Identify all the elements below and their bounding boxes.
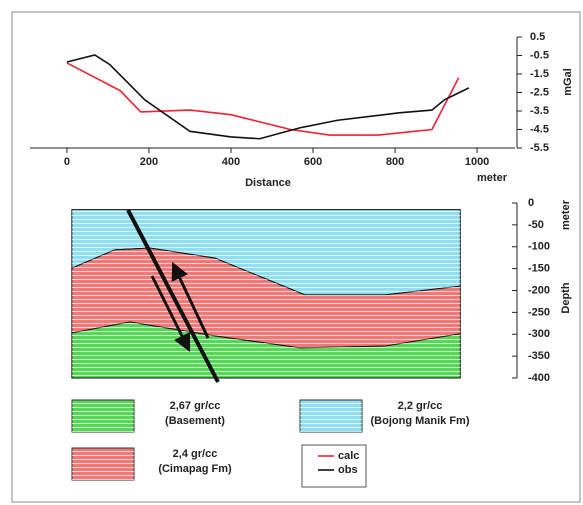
- legend-label: 2,67 gr/cc: [170, 400, 221, 412]
- fault-line: [126, 209, 220, 383]
- x-unit: meter: [477, 172, 508, 184]
- data-line: [66, 54, 470, 140]
- x-tick-label: 200: [140, 156, 158, 168]
- legend-box: [301, 444, 367, 488]
- y-tick-label: 0: [528, 197, 534, 209]
- section-chart: 0 -50 -100 -150 -200 -250 -300 -350 -400 meter Dep…: [71, 197, 572, 384]
- frame: [11, 11, 581, 503]
- legend-swatch-stripes: [300, 400, 362, 432]
- arrow: [150, 275, 191, 353]
- y-tick-label: -150: [528, 263, 550, 275]
- fault: [126, 209, 220, 383]
- layer-stripes: [71, 248, 461, 348]
- x-tick-label: 800: [386, 156, 404, 168]
- legend-label: calc: [338, 450, 359, 462]
- y-tick-label: -4.5: [530, 123, 549, 135]
- legend: 2,2 gr/cc (Bojong Manik Fm) 2,4 gr/cc (Cima…: [71, 399, 470, 488]
- legend-sublabel: (Cimapag Fm): [158, 463, 232, 475]
- legend-swatch-stripes: [72, 400, 134, 432]
- y-tick-label: -100: [528, 241, 550, 253]
- legend-sublabel: (Basement): [165, 415, 225, 427]
- y-tick-label: -2.5: [530, 86, 549, 98]
- y-axis-label: mGal: [562, 68, 574, 96]
- legend-sublabel: (Bojong Manik Fm): [371, 415, 470, 427]
- y-tick-label: -1.5: [530, 68, 549, 80]
- x-tick-label: 600: [304, 156, 322, 168]
- layer-stripes: [71, 322, 461, 378]
- x-axis-label: Distance: [245, 177, 291, 189]
- legend-label: 2,2 gr/cc: [398, 400, 443, 412]
- y-tick-label: -200: [528, 284, 550, 296]
- y-tick-label: -3.5: [530, 105, 549, 117]
- legend-swatch-stripes: [72, 448, 134, 480]
- y-tick-label: -400: [528, 372, 550, 384]
- y-tick-label: -0.5: [530, 49, 549, 61]
- y-tick-label: -50: [528, 219, 544, 231]
- x-tick-label: 1000: [465, 156, 489, 168]
- y-tick-label: -5.5: [530, 142, 549, 154]
- layer-stripes: [71, 209, 461, 295]
- gravity-chart: 0 200 400 600 800 1000 0.5 -0.5 -1.5 -2.5 -3.5 -4.5…: [30, 31, 574, 189]
- x-tick-label: 0: [64, 156, 70, 168]
- y-tick-label: -300: [528, 328, 550, 340]
- y-tick-label: -350: [528, 350, 550, 362]
- x-tick-label: 400: [222, 156, 240, 168]
- legend-label: 2,4 gr/cc: [173, 448, 218, 460]
- legend-label: obs: [338, 464, 358, 476]
- arrow: [171, 261, 210, 339]
- y-tick-label: -250: [528, 306, 550, 318]
- y-tick-label: 0.5: [530, 31, 545, 43]
- data-line: [66, 62, 460, 136]
- y-unit: meter: [560, 199, 572, 230]
- y-axis-label: Depth: [560, 282, 572, 313]
